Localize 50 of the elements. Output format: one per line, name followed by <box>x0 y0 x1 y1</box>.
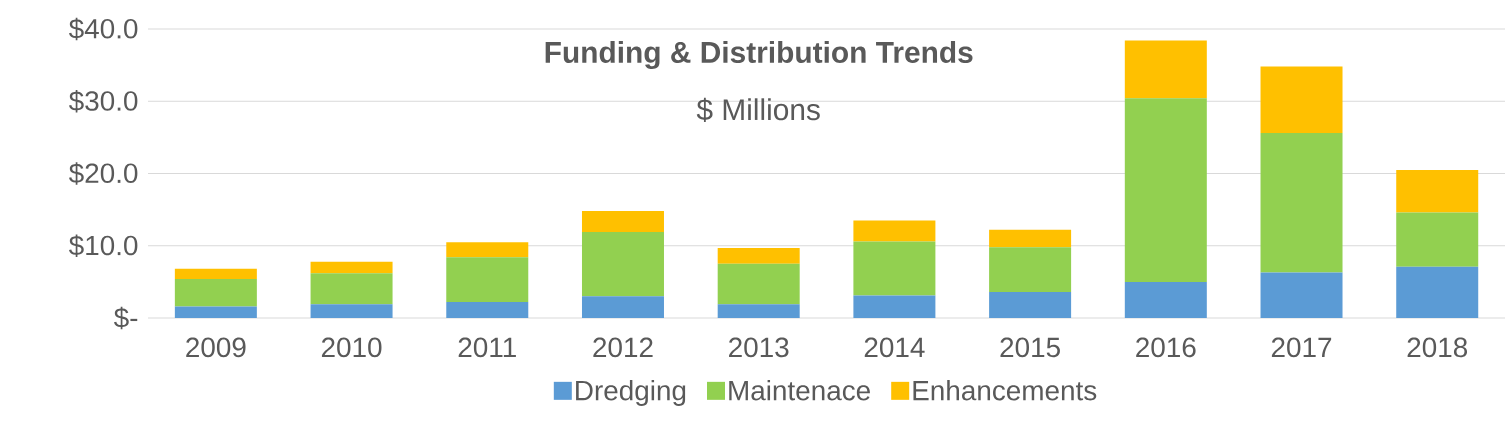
bar <box>1124 281 1207 318</box>
bar <box>853 241 936 296</box>
x-tick-label: 2018 <box>1407 337 1468 358</box>
bar <box>989 229 1072 248</box>
bar <box>1396 169 1479 213</box>
bar <box>310 304 393 318</box>
x-tick-label: 2009 <box>186 337 246 358</box>
chart-title: Funding & Distribution Trends <box>545 41 973 69</box>
bar <box>446 242 529 258</box>
legend-label: Dredging <box>576 379 686 406</box>
bar <box>581 296 664 318</box>
x-tick-label: 2015 <box>1000 337 1060 358</box>
bar <box>581 211 664 233</box>
bar <box>1260 66 1343 134</box>
bar <box>446 302 529 318</box>
x-tick-label: 2014 <box>864 337 925 358</box>
bar <box>1396 266 1479 318</box>
x-tick-label: 2016 <box>1136 337 1196 358</box>
x-tick-label: 2013 <box>729 337 789 358</box>
y-tick-label: $20.0 <box>68 162 138 185</box>
y-tick-label: $10.0 <box>68 234 138 258</box>
y-tick-label: $30.0 <box>68 89 138 113</box>
legend-label: Maintenace <box>729 379 870 401</box>
bar <box>1396 212 1479 267</box>
text: $ Millions <box>696 97 820 123</box>
bar <box>717 247 800 264</box>
bar <box>1260 272 1343 318</box>
x-tick-label: 2010 <box>321 337 382 358</box>
bar <box>1260 133 1343 273</box>
bar <box>310 261 393 274</box>
bar <box>310 273 393 305</box>
x-tick-label: 2017 <box>1271 337 1332 358</box>
bar <box>989 291 1072 318</box>
legend-label: Enhancements <box>913 379 1097 401</box>
bar <box>446 257 529 303</box>
bar <box>853 220 936 242</box>
bar <box>1124 40 1207 99</box>
bar <box>174 268 257 279</box>
bar <box>717 304 800 318</box>
bar <box>174 278 257 307</box>
bar <box>717 263 800 305</box>
bar <box>989 247 1072 292</box>
bar <box>853 295 936 318</box>
y-tick-label: $- <box>113 306 138 330</box>
bar <box>174 306 257 318</box>
bar <box>1124 98 1207 282</box>
x-tick-label: 2011 <box>458 337 516 358</box>
bar <box>581 232 664 297</box>
y-tick-label: $40.0 <box>68 17 138 41</box>
x-tick-label: 2012 <box>593 337 653 358</box>
